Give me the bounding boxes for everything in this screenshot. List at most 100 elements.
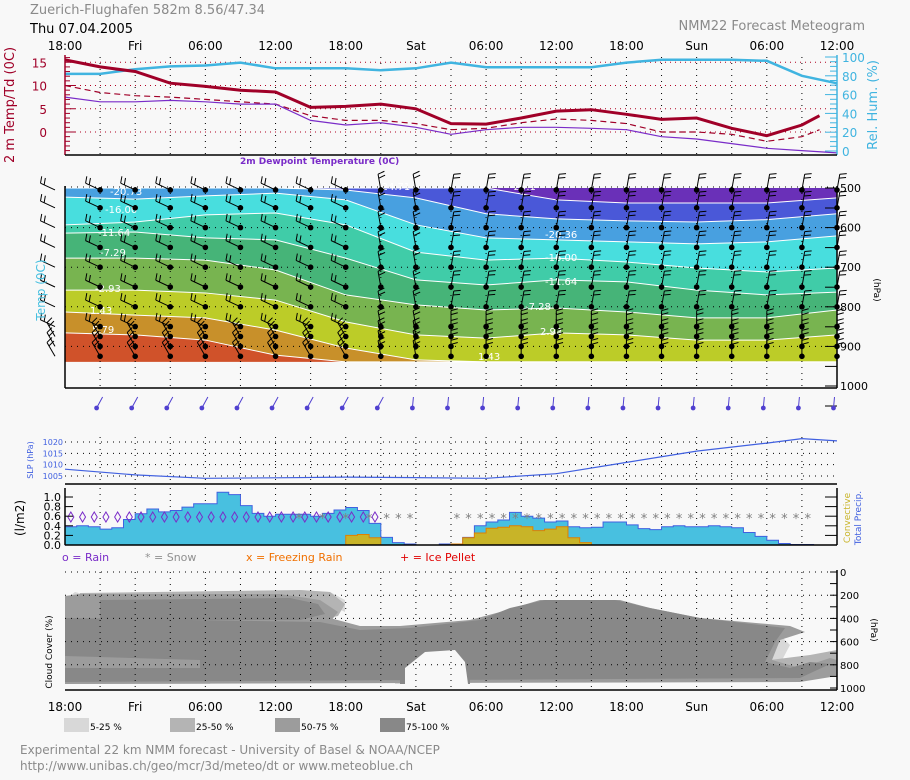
precip-tick-label: 1.0 bbox=[44, 491, 62, 504]
wind-barb-feather bbox=[594, 230, 602, 233]
wind-barb-feather bbox=[190, 176, 193, 184]
wind-barb-dot bbox=[728, 224, 735, 231]
wind-barb-dot bbox=[378, 244, 384, 251]
wind-barb-dot bbox=[658, 353, 665, 360]
wind-barb-feather bbox=[801, 318, 809, 321]
wind-barb-dot bbox=[132, 205, 138, 211]
wind-barb-staff bbox=[40, 259, 56, 268]
time-label-top: 06:00 bbox=[750, 39, 785, 53]
wind-barb-feather bbox=[629, 210, 637, 213]
wind-barb-dot bbox=[202, 323, 209, 330]
wind-barb-feather bbox=[232, 327, 238, 333]
wind-barb-feather bbox=[804, 289, 812, 292]
wind-barb-dot bbox=[132, 187, 138, 193]
wind-barb-feather bbox=[299, 235, 302, 243]
wind-barb-feather bbox=[488, 214, 496, 217]
wind-barb-feather bbox=[593, 234, 601, 237]
wind-barb-dot bbox=[237, 333, 244, 340]
wind-barb-dot bbox=[97, 343, 103, 350]
wind-barb-feather bbox=[488, 173, 496, 175]
wind-barb bbox=[225, 253, 244, 271]
snow-marker: * bbox=[500, 512, 507, 527]
wind-barb-dot bbox=[237, 323, 244, 330]
wind-barb bbox=[91, 327, 103, 350]
wind-barb-feather bbox=[193, 274, 197, 283]
wind-barb-feather bbox=[696, 312, 704, 316]
wind-barb-feather bbox=[158, 195, 162, 203]
wind-barb bbox=[623, 289, 637, 310]
wind-barb bbox=[295, 253, 314, 271]
snow-marker: * bbox=[781, 512, 788, 527]
wind-barb-feather bbox=[839, 234, 847, 237]
wind-barb-dot bbox=[167, 224, 174, 231]
wind-barb-feather bbox=[453, 274, 461, 276]
wind-barb-dot bbox=[623, 244, 630, 251]
temp-band bbox=[65, 332, 837, 362]
wind-barb-feather bbox=[413, 291, 421, 296]
wind-barb-feather bbox=[85, 253, 88, 261]
snow-marker: * bbox=[571, 512, 578, 527]
snow-marker: * bbox=[524, 512, 531, 527]
wind-barb-feather bbox=[412, 228, 420, 233]
wind-barb-feather bbox=[378, 192, 386, 197]
wind-barb bbox=[225, 176, 244, 193]
wind-barb-feather bbox=[377, 248, 385, 252]
wind-barb-staff bbox=[40, 299, 56, 308]
wind-barb-feather bbox=[734, 230, 742, 233]
wind-barb bbox=[260, 273, 279, 290]
wind-barb bbox=[623, 173, 637, 193]
time-label-top: 06:00 bbox=[469, 39, 504, 53]
wind-barb-feather bbox=[377, 208, 385, 213]
wind-barb-feather bbox=[558, 214, 566, 217]
wind-barb-feather bbox=[334, 294, 337, 302]
rain-marker bbox=[78, 511, 87, 523]
wind-barb bbox=[764, 289, 777, 310]
wind-barb-feather bbox=[88, 215, 91, 223]
wind-barb-feather bbox=[330, 194, 333, 202]
temp-band bbox=[65, 311, 837, 362]
cloud-75-100 bbox=[65, 598, 830, 684]
wind-barb-feather bbox=[413, 251, 421, 256]
wind-barb bbox=[155, 194, 174, 211]
wind-barb-dot bbox=[202, 244, 209, 251]
wind-barb-dot bbox=[518, 224, 524, 231]
snow-marker: * bbox=[407, 512, 414, 527]
wind-barb-dot bbox=[202, 353, 209, 360]
wind-barb-feather bbox=[523, 173, 531, 175]
rain-marker bbox=[195, 511, 204, 523]
wind-barb-dot bbox=[658, 205, 665, 211]
wind-barb-dot bbox=[623, 284, 630, 290]
wind-barb-dot bbox=[728, 284, 735, 290]
wind-barb-dot bbox=[764, 284, 770, 290]
wind-barb-feather bbox=[836, 322, 844, 325]
wind-barb bbox=[412, 188, 421, 211]
hpa-tick-label: 900 bbox=[840, 340, 861, 353]
wind-barb-dot bbox=[728, 187, 735, 193]
wind-barb-feather bbox=[521, 318, 529, 321]
wind-barb-feather bbox=[626, 318, 634, 321]
wind-barb-feather bbox=[40, 233, 43, 241]
wind-barb-dot bbox=[272, 304, 279, 310]
wind-barb-feather bbox=[43, 255, 46, 263]
wind-barb-feather bbox=[804, 230, 812, 233]
wind-barb-dot bbox=[307, 224, 314, 231]
wind-barb-feather bbox=[628, 293, 636, 296]
wind-barb-feather bbox=[304, 320, 310, 327]
wind-barb bbox=[693, 338, 704, 360]
time-label-top: 12:00 bbox=[820, 39, 855, 53]
wind-barb-feather bbox=[225, 312, 228, 320]
surface-wind-dot bbox=[725, 405, 731, 411]
wind-barb-feather bbox=[591, 318, 599, 321]
legend-swatch-5-25 bbox=[64, 718, 89, 732]
wind-barb-feather bbox=[629, 173, 637, 175]
wind-barb-feather bbox=[88, 177, 91, 185]
wind-barb-dot bbox=[658, 284, 665, 290]
cloud-hpa-tick-label: 400 bbox=[840, 614, 859, 625]
time-label-bottom: 12:00 bbox=[258, 700, 293, 714]
wind-barb-feather bbox=[696, 342, 704, 345]
wind-barb-feather bbox=[264, 314, 267, 322]
wind-barb bbox=[658, 173, 672, 193]
wind-barb-feather bbox=[46, 337, 53, 343]
wind-barb-feather bbox=[521, 322, 529, 325]
wind-barb-feather bbox=[158, 274, 162, 283]
